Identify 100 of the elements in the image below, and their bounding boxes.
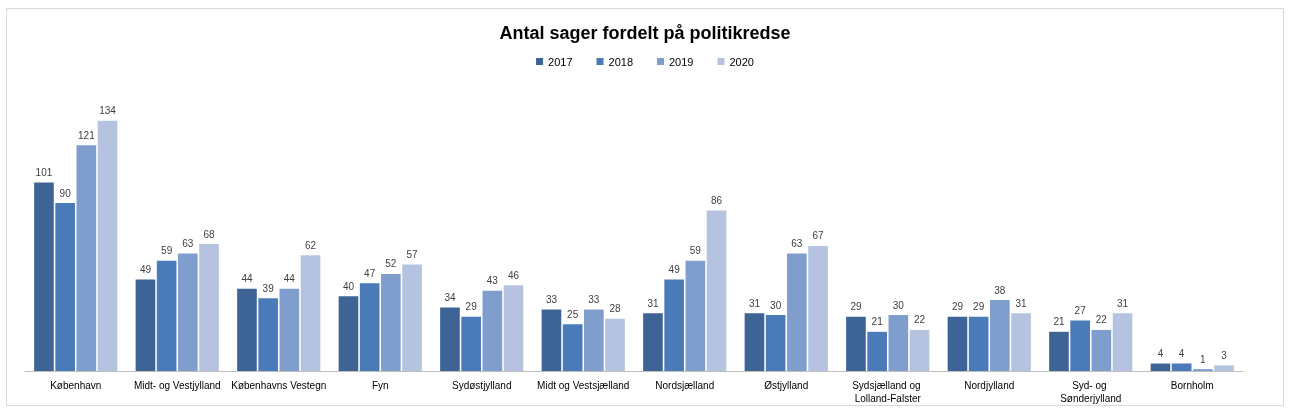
- bar: [199, 244, 219, 371]
- bar: [97, 120, 118, 371]
- bar: [338, 296, 359, 371]
- data-label: 44: [283, 273, 296, 285]
- bar: [765, 315, 786, 371]
- data-label: 90: [59, 187, 72, 199]
- bar: [1011, 313, 1031, 371]
- bar: [846, 316, 866, 371]
- data-label: 21: [871, 316, 884, 328]
- data-label: 59: [689, 245, 702, 257]
- data-label: 46: [507, 269, 520, 281]
- x-tick-label: Midt og Vestsjælland: [537, 380, 630, 391]
- bar: [1091, 329, 1112, 371]
- bar: [664, 279, 684, 371]
- data-label: 67: [812, 230, 825, 242]
- bar: [909, 329, 930, 371]
- data-label: 3: [1221, 349, 1228, 361]
- bar: [562, 324, 583, 371]
- bar: [359, 283, 380, 371]
- x-tick-label: Midt- og Vestjylland: [133, 380, 221, 391]
- bar: [300, 255, 321, 371]
- data-label: 22: [913, 314, 926, 326]
- bar: [135, 279, 156, 371]
- data-label: 59: [161, 245, 173, 257]
- data-label: 29: [465, 301, 478, 313]
- data-label: 63: [791, 237, 803, 249]
- bar: [1112, 313, 1133, 371]
- legend-label: 2017: [548, 55, 573, 68]
- data-label: 29: [850, 301, 862, 313]
- data-label: 39: [262, 282, 275, 294]
- bar: [482, 290, 503, 371]
- bar: [706, 210, 727, 371]
- data-label: 47: [364, 267, 376, 279]
- data-label: 33: [588, 293, 600, 305]
- bar: [584, 309, 604, 371]
- x-tick-label: Bornholm: [1170, 380, 1214, 391]
- data-label: 68: [203, 228, 216, 240]
- bar: [643, 313, 663, 371]
- legend-label: 2019: [669, 55, 694, 68]
- bar: [503, 285, 524, 371]
- bar: [76, 145, 97, 371]
- data-label: 4: [1178, 348, 1185, 360]
- bar: [808, 245, 828, 371]
- bar: [968, 316, 989, 371]
- data-label: 33: [545, 293, 558, 305]
- bar: [605, 318, 625, 371]
- data-label: 30: [770, 299, 782, 311]
- bar: [1171, 363, 1192, 371]
- data-label: 62: [304, 239, 317, 251]
- data-label: 31: [1116, 297, 1129, 309]
- data-label: 49: [139, 264, 152, 276]
- bar: [541, 309, 562, 371]
- bar: [55, 203, 75, 371]
- bar: [947, 316, 968, 371]
- data-label: 43: [486, 275, 499, 287]
- data-label: 28: [609, 303, 622, 315]
- data-label: 4: [1157, 348, 1164, 360]
- x-tick-label: Syd- og Sønderjylland: [1060, 380, 1122, 404]
- bar: [156, 260, 177, 371]
- data-label: 30: [892, 299, 905, 311]
- data-label: 21: [1053, 316, 1065, 328]
- data-label: 22: [1095, 314, 1108, 326]
- data-label: 49: [668, 264, 681, 276]
- bar: [1214, 365, 1234, 371]
- bar: [178, 253, 198, 371]
- bar: [1049, 331, 1069, 371]
- chart-title: Antal sager fordelt på politikredse: [499, 23, 791, 43]
- data-label: 29: [973, 301, 985, 313]
- data-label: 121: [78, 129, 96, 141]
- bar: [1150, 363, 1171, 371]
- legend-label: 2020: [729, 55, 754, 68]
- data-label: 134: [99, 105, 117, 117]
- legend-label: 2018: [608, 55, 634, 68]
- x-tick-label: Københavns Vestegn: [231, 380, 327, 391]
- bar: [279, 288, 300, 371]
- data-label: 101: [35, 166, 53, 178]
- bar: [381, 273, 401, 371]
- bar: [867, 331, 887, 371]
- data-label: 38: [994, 284, 1006, 296]
- data-label: 31: [748, 297, 761, 309]
- bar: [402, 264, 422, 371]
- data-label: 57: [406, 249, 419, 261]
- bar: [744, 313, 765, 371]
- data-label: 86: [710, 194, 723, 206]
- data-label: 34: [444, 292, 456, 304]
- x-tick-label: Fyn: [371, 380, 389, 391]
- x-tick-label: København: [50, 380, 102, 391]
- bar: [237, 288, 257, 371]
- x-tick-label: Sydsjælland og Lolland-Falster: [852, 380, 924, 404]
- bar: [258, 298, 278, 371]
- data-label: 31: [1015, 297, 1028, 309]
- data-label: 44: [241, 273, 253, 285]
- data-label: 63: [182, 237, 194, 249]
- data-label: 31: [647, 297, 659, 309]
- bar: [685, 260, 706, 371]
- bar: [1070, 320, 1090, 371]
- bar: [461, 316, 481, 371]
- data-label: 52: [385, 258, 397, 270]
- x-tick-label: Sydøstjylland: [452, 380, 512, 391]
- bar: [888, 315, 909, 371]
